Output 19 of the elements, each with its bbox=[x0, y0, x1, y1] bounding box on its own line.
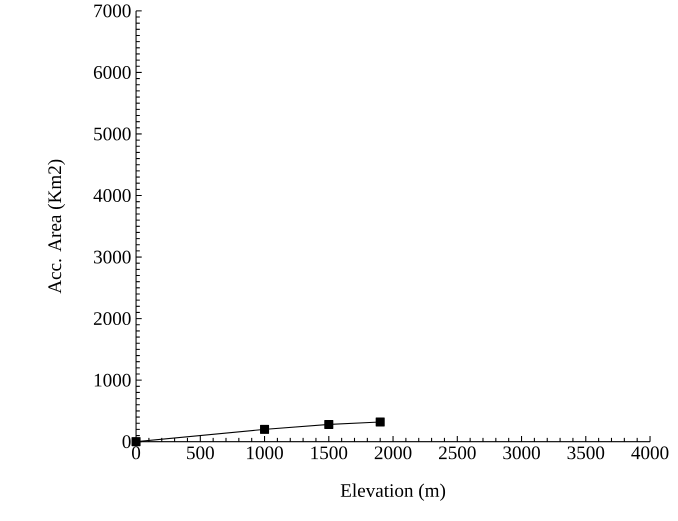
x-tick-label: 3000 bbox=[503, 446, 540, 460]
y-tick-label: 2000 bbox=[94, 312, 131, 326]
y-axis-title: Acc. Area (Km2) bbox=[48, 160, 66, 294]
x-tick-label: 0 bbox=[132, 446, 140, 460]
x-tick-label: 1000 bbox=[247, 446, 283, 460]
x-tick-label: 1500 bbox=[311, 446, 348, 460]
y-tick-label: 6000 bbox=[94, 66, 131, 79]
y-tick-label: 5000 bbox=[94, 127, 131, 140]
x-tick-label: 4000 bbox=[631, 446, 668, 460]
y-tick-label: 4000 bbox=[93, 189, 131, 202]
x-tick-label: 500 bbox=[187, 446, 214, 460]
y-tick-label: 1000 bbox=[94, 374, 131, 387]
x-tick-label: 3500 bbox=[568, 446, 604, 460]
y-tick-label: 3000 bbox=[94, 250, 131, 264]
y-tick-label: 7000 bbox=[94, 4, 131, 18]
x-tick-label: 2500 bbox=[438, 446, 476, 460]
x-tick-label: 2000 bbox=[374, 446, 412, 460]
x-axis-title: Elevation (m) bbox=[340, 484, 446, 501]
y-tick-label: 0 bbox=[122, 435, 131, 448]
